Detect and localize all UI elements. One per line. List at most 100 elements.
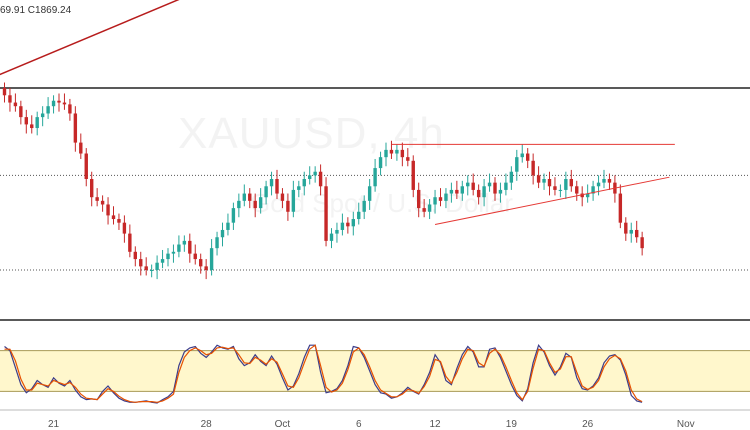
candle-body bbox=[188, 240, 192, 254]
candle bbox=[422, 199, 426, 218]
candle-body bbox=[68, 104, 72, 114]
time-axis[interactable]: 21 28 Oct 6 12 19 26 Nov bbox=[48, 419, 695, 430]
candle bbox=[351, 211, 355, 236]
candle bbox=[188, 233, 192, 263]
candle-body bbox=[346, 222, 350, 227]
candle-body bbox=[2, 88, 7, 96]
candle bbox=[624, 217, 628, 241]
candle-body bbox=[171, 251, 176, 254]
candle bbox=[629, 222, 633, 243]
candle bbox=[335, 222, 339, 243]
candle-body bbox=[640, 237, 644, 249]
candle-body bbox=[199, 259, 203, 267]
candle-body bbox=[427, 204, 432, 212]
candle bbox=[504, 173, 508, 196]
candle bbox=[575, 180, 579, 201]
candle-body bbox=[144, 266, 148, 270]
candle bbox=[313, 166, 317, 183]
candle-body bbox=[596, 182, 601, 187]
candle-body bbox=[57, 100, 61, 103]
candle bbox=[384, 142, 388, 167]
candle-body bbox=[248, 193, 252, 201]
trendline-3 bbox=[434, 176, 670, 225]
candle-body bbox=[624, 222, 628, 234]
candle bbox=[547, 171, 552, 196]
candle-body bbox=[395, 149, 399, 154]
ohlc-readout: 69.91 C1869.24 bbox=[0, 5, 72, 16]
candle-body bbox=[515, 157, 519, 172]
candle-body bbox=[204, 266, 208, 270]
candle bbox=[444, 188, 448, 209]
candle bbox=[640, 231, 644, 256]
candle bbox=[209, 239, 214, 276]
x-tick-label: 26 bbox=[582, 419, 594, 430]
candle-body bbox=[280, 193, 285, 201]
candle-body bbox=[51, 100, 56, 107]
x-tick-label: 12 bbox=[429, 419, 441, 430]
watermark-symbol: XAUUSD, 4h bbox=[178, 109, 445, 158]
candle-body bbox=[13, 102, 18, 107]
candle-body bbox=[553, 186, 557, 190]
candle bbox=[378, 151, 383, 176]
candle-body bbox=[406, 157, 410, 161]
x-tick-label: 21 bbox=[48, 419, 60, 430]
candle bbox=[90, 171, 94, 207]
candle-body bbox=[226, 222, 230, 230]
candle bbox=[596, 175, 601, 196]
candle bbox=[471, 173, 475, 196]
candle-body bbox=[275, 179, 279, 194]
x-tick-label: 19 bbox=[506, 419, 518, 430]
candle bbox=[73, 106, 78, 152]
candle bbox=[100, 195, 105, 212]
candle bbox=[160, 249, 165, 269]
candle-body bbox=[384, 149, 388, 158]
candle-body bbox=[155, 262, 159, 270]
candle bbox=[171, 244, 176, 263]
candle bbox=[19, 100, 23, 125]
candle-body bbox=[95, 197, 99, 201]
candle-body bbox=[460, 186, 464, 194]
candle bbox=[62, 93, 67, 110]
candle-body bbox=[422, 208, 426, 212]
candle-body bbox=[253, 200, 257, 209]
candle-body bbox=[302, 179, 306, 187]
candle bbox=[553, 177, 557, 196]
candle-body bbox=[476, 189, 481, 198]
candle bbox=[395, 144, 399, 161]
candle bbox=[35, 111, 39, 136]
candle bbox=[57, 93, 61, 112]
candle bbox=[515, 149, 519, 181]
candle bbox=[220, 222, 225, 247]
candle bbox=[498, 182, 503, 203]
candle bbox=[308, 166, 312, 185]
candle-body bbox=[106, 204, 110, 216]
candle-body bbox=[40, 113, 45, 118]
candle-body bbox=[433, 197, 437, 205]
candle bbox=[302, 171, 306, 196]
candle bbox=[122, 215, 127, 243]
trendlines bbox=[0, 0, 675, 225]
candle bbox=[346, 217, 350, 234]
candle bbox=[509, 166, 514, 190]
candle-body bbox=[258, 197, 263, 209]
candle-body bbox=[602, 179, 606, 183]
stochastic-series-%D bbox=[4, 344, 643, 403]
candle-body bbox=[182, 240, 187, 245]
candle bbox=[476, 184, 481, 205]
candle bbox=[427, 199, 432, 220]
candle-body bbox=[193, 253, 197, 260]
candle-body bbox=[580, 193, 584, 198]
candle-body bbox=[531, 160, 535, 176]
candle-body bbox=[84, 153, 88, 179]
candle-body bbox=[128, 233, 132, 252]
candle-body bbox=[607, 179, 612, 183]
candle-body bbox=[46, 106, 50, 114]
candle bbox=[84, 148, 88, 187]
x-tick-label: Oct bbox=[275, 419, 291, 430]
candle bbox=[591, 180, 595, 201]
trendline-1 bbox=[0, 0, 180, 76]
candle-body bbox=[313, 171, 317, 176]
candle bbox=[139, 251, 143, 276]
candle-body bbox=[19, 106, 23, 118]
